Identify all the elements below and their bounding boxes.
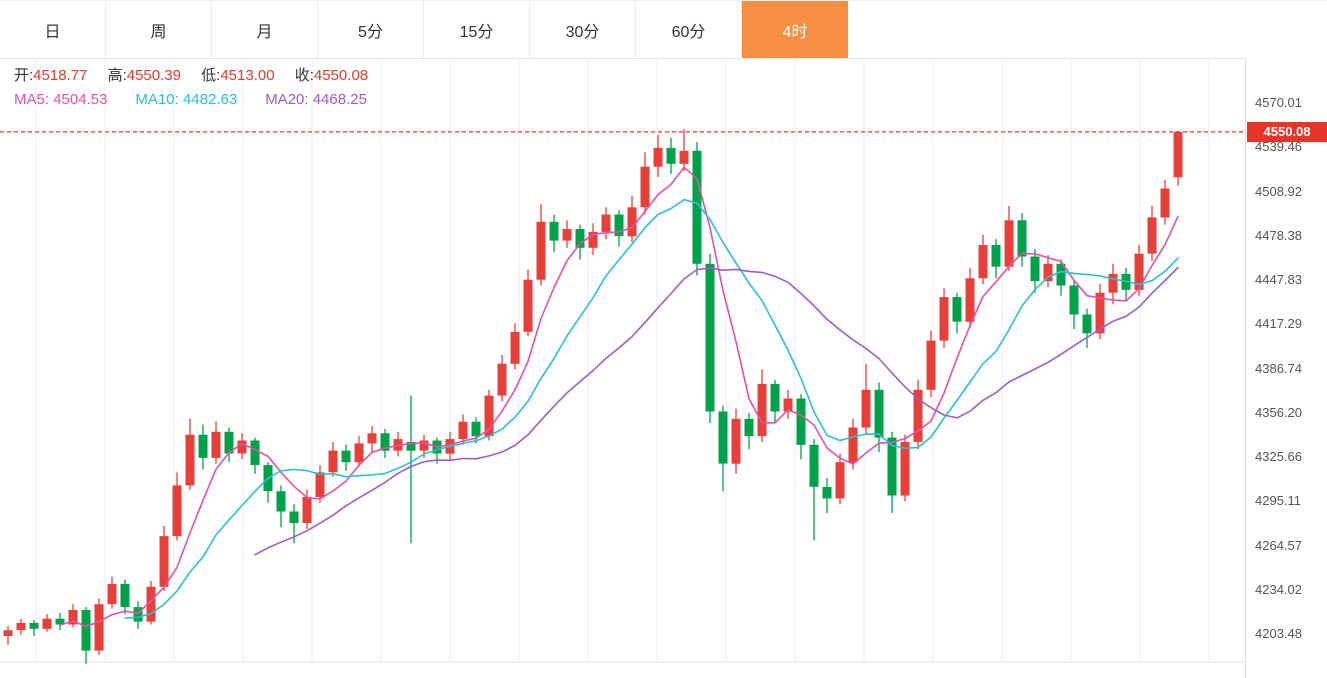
axis-label: 4417.29 (1255, 316, 1302, 332)
close-value: 4550.08 (313, 67, 369, 84)
ma10-line (124, 198, 1179, 619)
tab-60min[interactable]: 60分 (636, 1, 742, 58)
axis-label: 4203.48 (1255, 626, 1302, 641)
close-label: 收: (294, 67, 314, 84)
open-value: 4518.77 (33, 67, 88, 84)
open-label: 开: (14, 67, 34, 84)
candlestick-chart[interactable] (0, 58, 1245, 678)
axis-label: 4386.74 (1255, 360, 1302, 376)
high-label: 高: (107, 67, 127, 84)
tab-30min[interactable]: 30分 (530, 1, 636, 58)
axis-label: 4539.46 (1255, 139, 1302, 155)
axis-label: 4508.92 (1255, 183, 1302, 199)
axis-label: 4570.01 (1255, 95, 1302, 110)
axis-label: 4234.02 (1255, 581, 1302, 597)
axis-label: 4356.20 (1255, 404, 1302, 420)
axis-label: 4295.11 (1255, 493, 1302, 509)
ma20-readout: MA20: 4468.25 (265, 91, 367, 108)
tab-day[interactable]: 日 (0, 1, 106, 58)
low-label: 低: (201, 67, 221, 84)
tab-15min[interactable]: 15分 (424, 1, 530, 58)
gridlines (0, 58, 1245, 663)
current-price-tag: 4550.08 (1247, 121, 1327, 142)
ma20-line (254, 266, 1179, 556)
tab-month[interactable]: 月 (212, 1, 318, 58)
ma5-line (59, 166, 1179, 628)
ma5-readout: MA5: 4504.53 (14, 91, 108, 108)
axis-label: 4325.66 (1255, 449, 1302, 464)
axis-label: 4264.57 (1255, 537, 1302, 553)
tab-week[interactable]: 周 (106, 1, 212, 58)
axis-label: 4447.83 (1255, 272, 1302, 287)
timeframe-tabbar: 日 周 月 5分 15分 30分 60分 4时 (0, 0, 1327, 59)
ohlc-info: 开:4518.77 高:4550.39 低:4513.00 收:4550.08 (14, 64, 384, 85)
price-axis: 4570.01 4539.46 4508.92 4478.38 4447.83 … (1245, 58, 1327, 678)
candles (3, 129, 1183, 664)
tab-5min[interactable]: 5分 (318, 1, 424, 58)
ma-info: MA5: 4504.53 MA10: 4482.63 MA20: 4468.25 (14, 91, 395, 108)
tab-4hour[interactable]: 4时 (742, 1, 848, 58)
ma10-readout: MA10: 4482.63 (135, 91, 238, 108)
low-value: 4513.00 (220, 67, 275, 84)
chart-area[interactable]: 开:4518.77 高:4550.39 低:4513.00 收:4550.08 … (0, 58, 1245, 678)
high-value: 4550.39 (126, 67, 181, 84)
axis-label: 4478.38 (1255, 227, 1302, 243)
